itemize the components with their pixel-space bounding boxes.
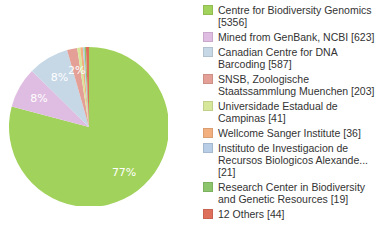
html-text:Centre for Biodiversity Genomi: Centre for Biodiversity Genomics [5356] xyxy=(218,4,372,28)
html-text:Canadian Centre for DNA Barcod: Canadian Centre for DNA Barcoding [587] xyxy=(218,46,338,70)
svg-text:8%: 8% xyxy=(51,71,68,84)
svg-text:77%: 77% xyxy=(112,166,136,179)
html-text:Universidade Estadual de Campi: Universidade Estadual de Campinas [41] xyxy=(218,100,338,124)
html-text:Research Center in Biodiversit: Research Center in Biodiversity and Gene… xyxy=(218,181,366,205)
html-text:SNSB, Zoologische Staatssammlu: SNSB, Zoologische Staatssammlung Muenche… xyxy=(218,73,375,97)
svg-text:2%: 2% xyxy=(68,64,85,77)
html-text:Mined from GenBank, NCBI [623]: Mined from GenBank, NCBI [623] xyxy=(218,31,375,43)
svg-text:8%: 8% xyxy=(30,92,47,105)
html-text:Instituto de Investigacion de: Instituto de Investigacion de Recursos B… xyxy=(218,142,368,178)
html-text:Wellcome Sanger Institute [36]: Wellcome Sanger Institute [36] xyxy=(218,127,361,139)
html-text:12 Others [44]: 12 Others [44] xyxy=(218,208,285,220)
